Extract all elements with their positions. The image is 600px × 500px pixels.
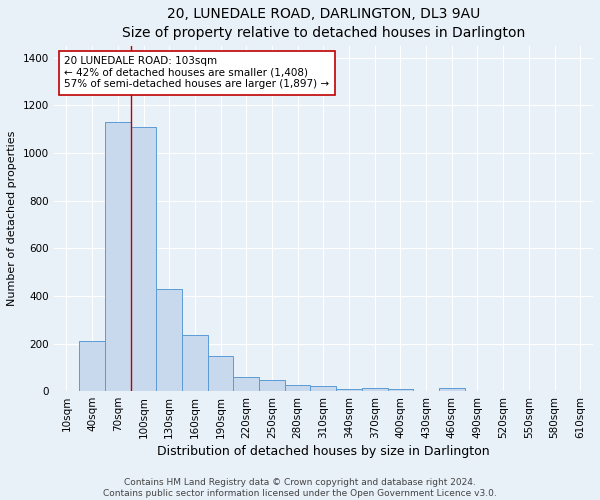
Bar [79, 341, 105, 391]
Bar [157, 289, 182, 391]
Bar [259, 380, 285, 391]
Bar [105, 122, 131, 391]
Bar [208, 356, 233, 391]
Bar [233, 377, 259, 391]
X-axis label: Distribution of detached houses by size in Darlington: Distribution of detached houses by size … [157, 445, 490, 458]
Bar [182, 336, 208, 391]
Bar [310, 386, 336, 391]
Text: Contains HM Land Registry data © Crown copyright and database right 2024.
Contai: Contains HM Land Registry data © Crown c… [103, 478, 497, 498]
Bar [285, 386, 310, 391]
Bar [131, 127, 157, 391]
Y-axis label: Number of detached properties: Number of detached properties [7, 131, 17, 306]
Bar [388, 389, 413, 391]
Bar [336, 389, 362, 391]
Bar [439, 388, 464, 391]
Text: 20 LUNEDALE ROAD: 103sqm
← 42% of detached houses are smaller (1,408)
57% of sem: 20 LUNEDALE ROAD: 103sqm ← 42% of detach… [64, 56, 329, 90]
Bar [362, 388, 388, 391]
Title: 20, LUNEDALE ROAD, DARLINGTON, DL3 9AU
Size of property relative to detached hou: 20, LUNEDALE ROAD, DARLINGTON, DL3 9AU S… [122, 7, 525, 40]
